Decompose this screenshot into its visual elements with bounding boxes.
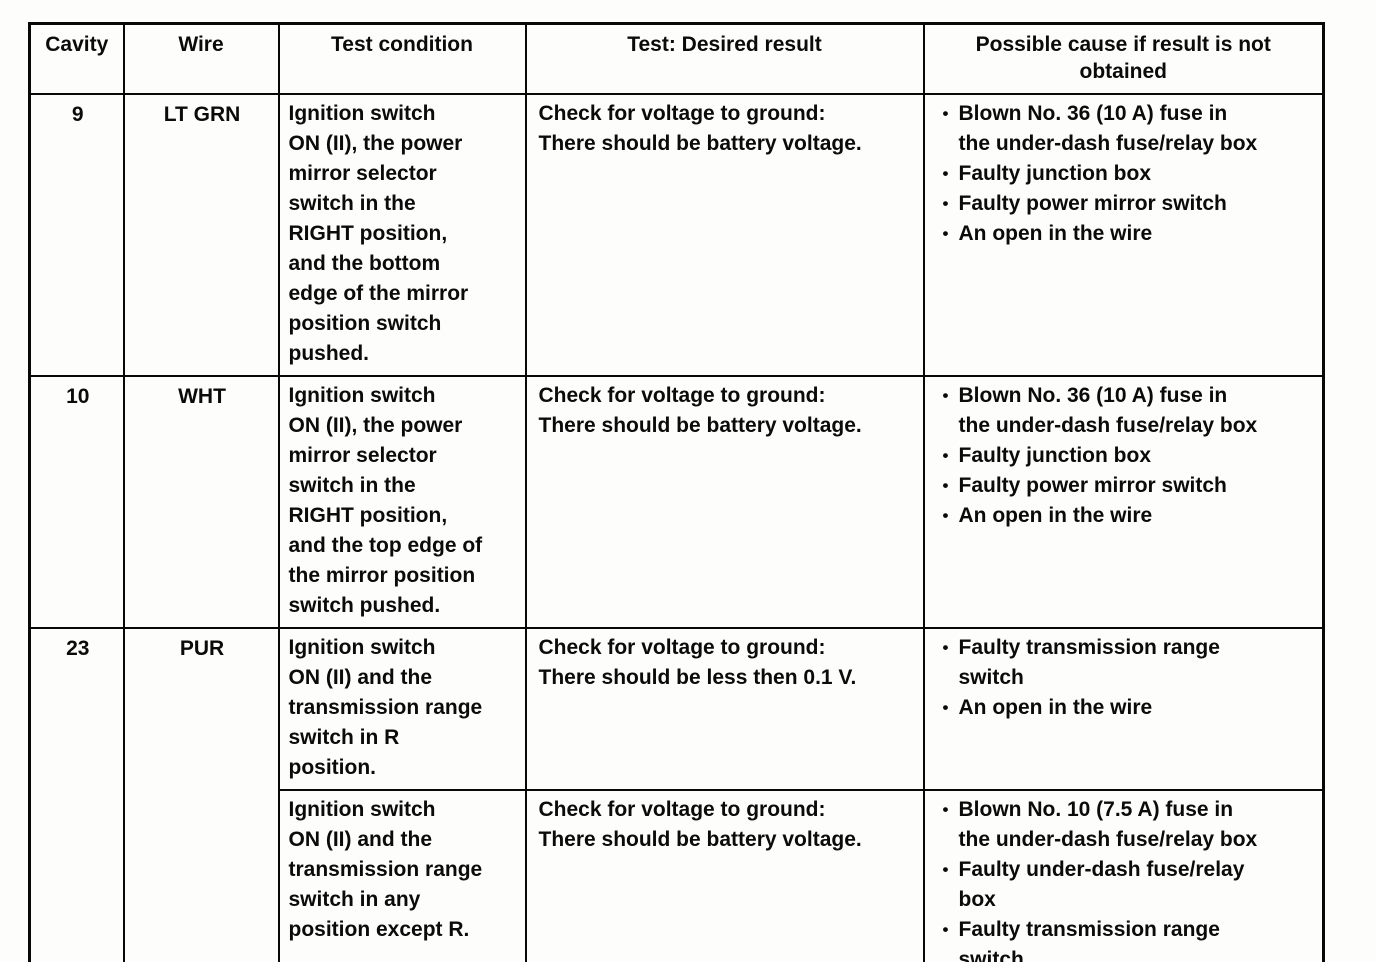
cause-text: An open in the wire xyxy=(958,221,1153,245)
cause-item: • Faulty transmission range switch xyxy=(933,633,1317,693)
cavity-cell: 23 xyxy=(28,626,125,962)
header-wire: Wire xyxy=(122,22,280,95)
header-test-condition: Test condition xyxy=(277,22,527,95)
desired-result-text: Check for voltage to ground: There shoul… xyxy=(538,101,862,155)
troubleshooting-table: Cavity Wire Test condition Test: Desired… xyxy=(28,22,1325,962)
test-condition-text: Ignition switch ON (II), the power mirro… xyxy=(288,101,469,365)
possible-cause-cell: • Faulty transmission range switch • An op… xyxy=(922,626,1325,791)
table-row: Ignition switch ON (II) and the transmis… xyxy=(30,788,1325,962)
table-row: 9 LT GRN Ignition switch ON (II), the po… xyxy=(28,92,1325,377)
bullet-icon: • xyxy=(942,859,949,879)
cavity-cell: 10 xyxy=(28,374,125,629)
possible-cause-cell: • Blown No. 10 (7.5 A) fuse in the under-… xyxy=(922,788,1325,962)
cause-item: • Blown No. 36 (10 A) fuse in the under-d… xyxy=(933,99,1317,159)
desired-result-text: Check for voltage to ground: There shoul… xyxy=(538,635,857,689)
test-condition-cell: Ignition switch ON (II), the power mirro… xyxy=(277,374,527,629)
cause-text: Faulty under-dash fuse/relay box xyxy=(958,857,1245,911)
test-condition-cell: Ignition switch ON (II) and the transmis… xyxy=(277,626,527,791)
table-row: 23 PUR Ignition switch ON (II) and the t… xyxy=(28,626,1325,962)
table-header: Cavity Wire Test condition Test: Desired… xyxy=(28,22,1325,95)
desired-result-text: Check for voltage to ground: There shoul… xyxy=(538,797,862,851)
cavity-cell: 9 xyxy=(28,92,125,377)
bullet-icon: • xyxy=(942,637,949,657)
cause-item: • Faulty power mirror switch xyxy=(933,189,1317,219)
bullet-icon: • xyxy=(942,697,949,717)
bullet-icon: • xyxy=(942,475,949,495)
bullet-icon: • xyxy=(942,445,949,465)
cause-item: • An open in the wire xyxy=(933,693,1317,723)
cause-text: An open in the wire xyxy=(958,503,1153,527)
cause-item: • An open in the wire xyxy=(933,219,1317,249)
bullet-icon: • xyxy=(942,799,949,819)
bullet-icon: • xyxy=(942,385,949,405)
cause-text: Faulty power mirror switch xyxy=(958,191,1227,215)
cause-list: • Faulty transmission range switch • An op… xyxy=(933,633,1317,723)
cause-text: Faulty junction box xyxy=(958,443,1152,467)
cause-text: Faulty transmission range switch xyxy=(958,635,1220,689)
possible-cause-cell: • Blown No. 36 (10 A) fuse in the under-d… xyxy=(922,374,1325,629)
bullet-icon: • xyxy=(942,919,949,939)
test-condition-cell: Ignition switch ON (II) and the transmis… xyxy=(277,788,527,962)
cause-list: • Blown No. 36 (10 A) fuse in the under-d… xyxy=(933,99,1317,249)
cause-item: • Blown No. 36 (10 A) fuse in the under-d… xyxy=(933,381,1317,441)
bullet-icon: • xyxy=(942,193,949,213)
cause-text: Faulty power mirror switch xyxy=(958,473,1227,497)
desired-result-cell: Check for voltage to ground: There shoul… xyxy=(524,374,925,629)
header-desired-result: Test: Desired result xyxy=(524,22,925,95)
bullet-icon: • xyxy=(942,223,949,243)
cause-text: Faulty junction box xyxy=(958,161,1152,185)
desired-result-text: Check for voltage to ground: There shoul… xyxy=(538,383,862,437)
cause-text: An open in the wire xyxy=(958,695,1153,719)
possible-cause-cell: • Blown No. 36 (10 A) fuse in the under-d… xyxy=(922,92,1325,377)
cause-item: • Faulty power mirror switch xyxy=(933,471,1317,501)
cause-list: • Blown No. 10 (7.5 A) fuse in the under-… xyxy=(933,795,1317,962)
cause-text: Blown No. 36 (10 A) fuse in the under-da… xyxy=(958,383,1258,437)
wire-cell: LT GRN xyxy=(122,92,280,377)
bullet-icon: • xyxy=(942,163,949,183)
wire-cell: WHT xyxy=(122,374,280,629)
cause-item: • An open in the wire xyxy=(933,501,1317,531)
test-condition-text: Ignition switch ON (II), the power mirro… xyxy=(288,383,483,617)
cause-text: Faulty transmission range switch xyxy=(958,917,1220,962)
header-cavity: Cavity xyxy=(28,22,125,95)
cause-item: • Faulty junction box xyxy=(933,441,1317,471)
desired-result-cell: Check for voltage to ground: There shoul… xyxy=(524,92,925,377)
desired-result-cell: Check for voltage to ground: There shoul… xyxy=(524,788,925,962)
wire-cell: PUR xyxy=(122,626,280,962)
cause-text: Blown No. 36 (10 A) fuse in the under-da… xyxy=(958,101,1258,155)
bullet-icon: • xyxy=(942,103,949,123)
test-condition-cell: Ignition switch ON (II), the power mirro… xyxy=(277,92,527,377)
cause-item: • Faulty under-dash fuse/relay box xyxy=(933,855,1317,915)
cause-text: Blown No. 10 (7.5 A) fuse in the under-d… xyxy=(958,797,1258,851)
cause-item: • Faulty transmission range switch xyxy=(933,915,1317,962)
test-condition-text: Ignition switch ON (II) and the transmis… xyxy=(288,797,483,941)
cause-list: • Blown No. 36 (10 A) fuse in the under-d… xyxy=(933,381,1317,531)
test-condition-text: Ignition switch ON (II) and the transmis… xyxy=(288,635,483,779)
bullet-icon: • xyxy=(942,505,949,525)
header-possible-cause: Possible cause if result is not obtained xyxy=(922,22,1325,95)
table-row: 10 WHT Ignition switch ON (II), the powe… xyxy=(28,374,1325,629)
desired-result-cell: Check for voltage to ground: There shoul… xyxy=(524,626,925,791)
cause-item: • Blown No. 10 (7.5 A) fuse in the under-… xyxy=(933,795,1317,855)
cause-item: • Faulty junction box xyxy=(933,159,1317,189)
